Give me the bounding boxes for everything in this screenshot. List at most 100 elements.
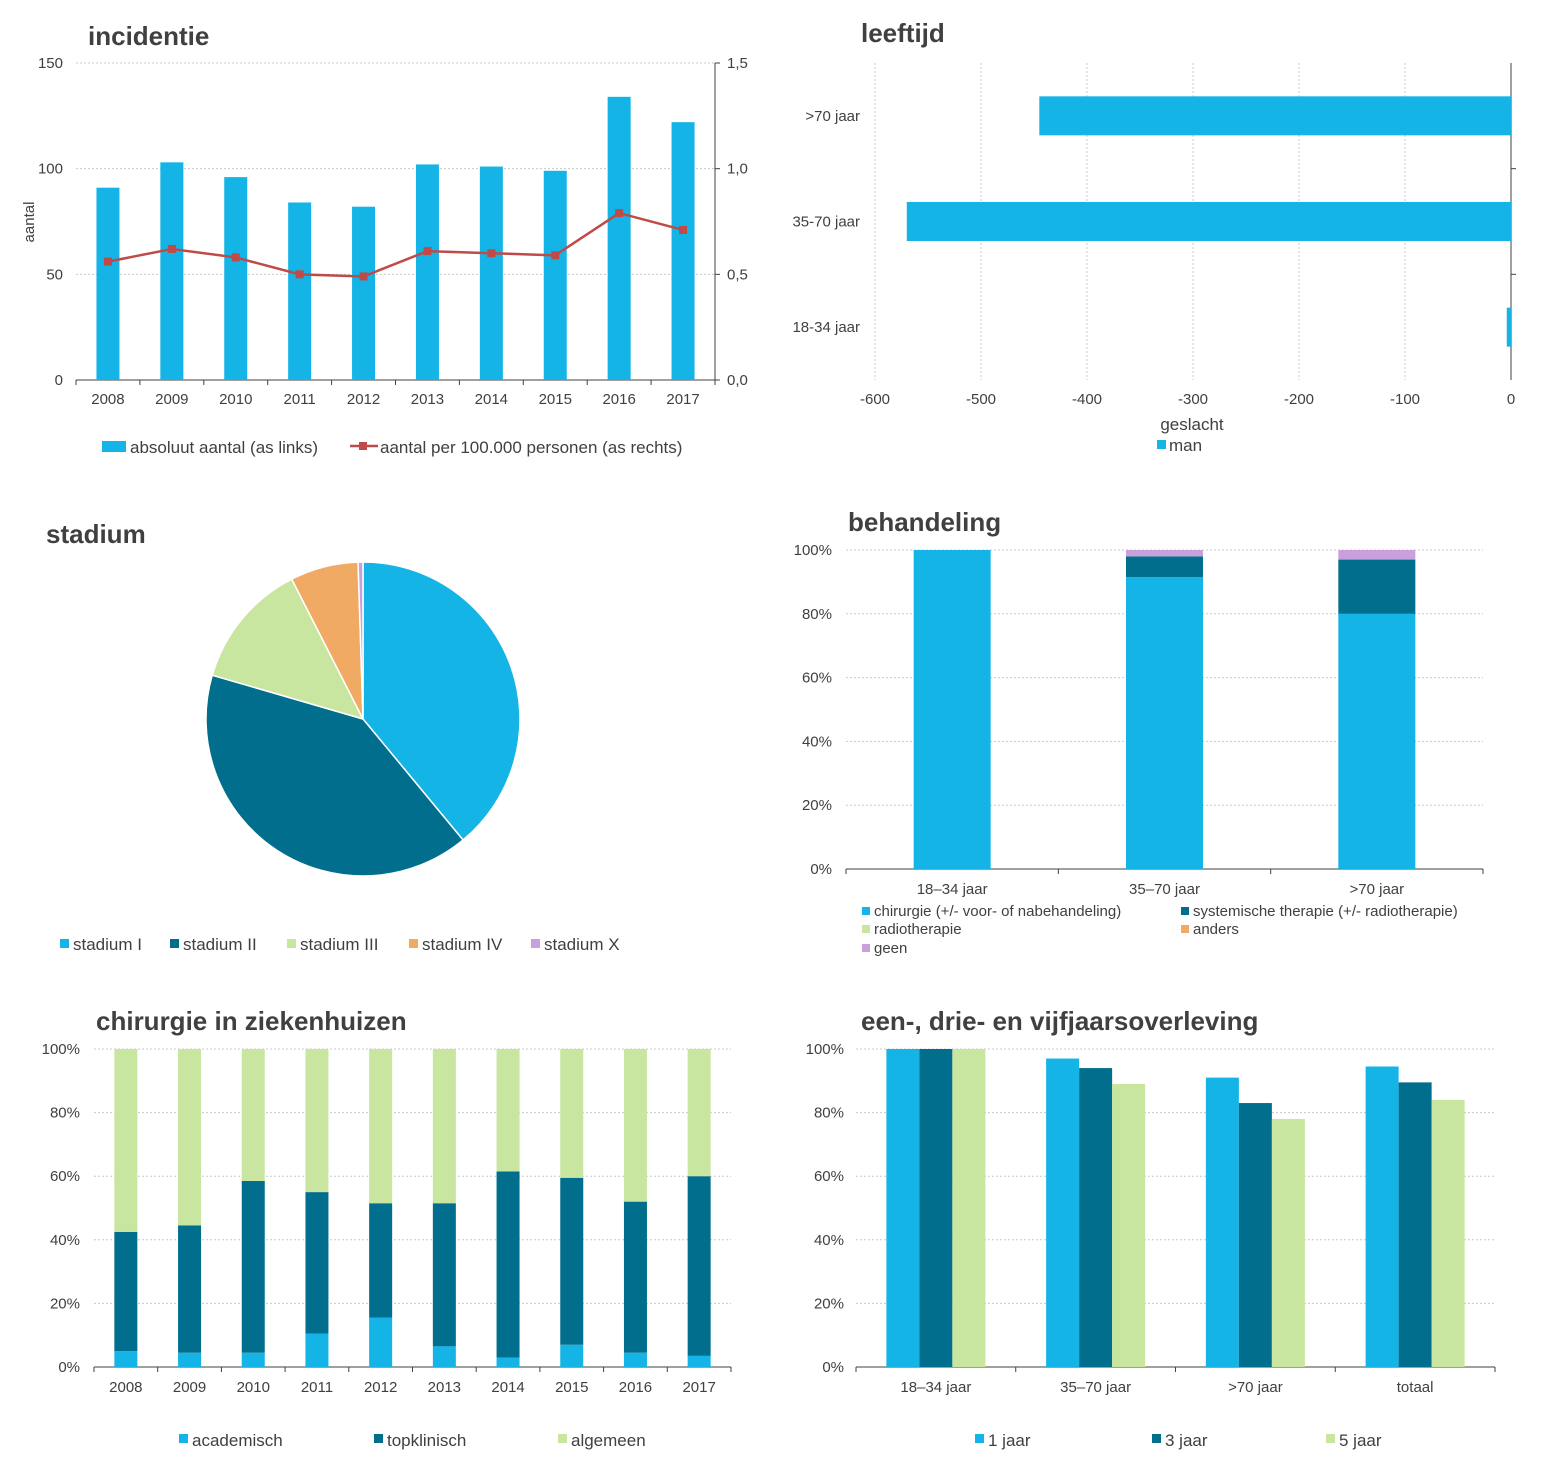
pie-slice-stadium-ii — [205, 674, 465, 877]
bar-2008 — [96, 187, 120, 380]
rate-point-2014 — [487, 249, 496, 258]
legend-swatch-systemische-therapie-radiotherapie — [1181, 907, 1189, 915]
rate-line — [107, 211, 684, 278]
y-tick-label: 100% — [794, 542, 832, 559]
x-tick-label: 0 — [1507, 391, 1515, 408]
incidentie-ylabel: aantal — [21, 202, 38, 243]
rate-point-2011 — [295, 270, 304, 279]
x-tick-label: 18–34 jaar — [900, 1379, 971, 1396]
y-tick-label: 0% — [822, 1359, 844, 1376]
legend-label-stadium-iii: stadium III — [300, 935, 378, 954]
y-tick-label: 35-70 jaar — [792, 214, 860, 231]
leeftijd-title: leeftijd — [861, 18, 945, 48]
bar-18-34-jaar-5-jaar — [952, 1049, 986, 1367]
y-tick-label: 40% — [50, 1232, 80, 1249]
legend-swatch-5-jaar — [1326, 1434, 1335, 1443]
bar-70-jaar-5-jaar — [1271, 1118, 1305, 1367]
overleving-title: een-, drie- en vijfjaarsoverleving — [861, 1006, 1258, 1036]
bar-2011-academisch — [305, 1333, 329, 1367]
incidentie-chart: 0 50 100 150 0,0 0,5 1,0 1,5 2008 2009 2010 2011 201… — [38, 55, 748, 457]
bar-2012-academisch — [369, 1317, 393, 1367]
bar-2016-topklinisch — [623, 1201, 647, 1353]
legend-swatch-3-jaar — [1152, 1434, 1161, 1443]
legend-label-radiotherapie: radiotherapie — [874, 921, 962, 938]
y-tick-label: 40% — [814, 1232, 844, 1249]
legend-label-rate: aantal per 100.000 personen (as rechts) — [380, 438, 682, 457]
rate-point-2017 — [679, 225, 688, 234]
bar-35-70-jaar — [906, 202, 1511, 241]
bar-2014-topklinisch — [496, 1171, 520, 1358]
y-tick-label: 80% — [802, 606, 832, 623]
leeftijd-legend-title: geslacht — [1160, 415, 1224, 434]
x-tick-label: 35–70 jaar — [1060, 1379, 1131, 1396]
bar-2008-topklinisch — [114, 1231, 138, 1352]
stadium-title: stadium — [46, 519, 146, 549]
pie-slice-stadium-iii — [211, 578, 365, 721]
bar-35-70-jaar-5-jaar — [1112, 1083, 1146, 1367]
bar-2012-algemeen — [369, 1049, 393, 1204]
legend-label-stadium-ii: stadium II — [183, 935, 257, 954]
bar-2009 — [160, 162, 184, 380]
x-tick-label: 2008 — [91, 391, 124, 408]
y2-tick-label: 0,5 — [727, 266, 748, 283]
legend-label-stadium-i: stadium I — [73, 935, 142, 954]
pie-slice-stadium-x — [357, 561, 364, 720]
y-tick-label: 80% — [814, 1105, 844, 1122]
y-tick-label: 20% — [802, 797, 832, 814]
bar-2015 — [543, 170, 567, 380]
bar-35-70-jaar-chirurgie-voor-of-nabehandeling — [1126, 577, 1203, 869]
y-tick-label: 80% — [50, 1105, 80, 1122]
y-tick-label: 40% — [802, 733, 832, 750]
legend-swatch-stadium-i — [60, 939, 69, 948]
legend-swatch-stadium-iii — [287, 939, 296, 948]
legend-label-geen: geen — [874, 940, 907, 957]
x-tick-label: 2009 — [155, 391, 188, 408]
rate-point-2009 — [167, 244, 176, 253]
bar-2009-academisch — [178, 1352, 202, 1367]
x-tick-label: 2009 — [173, 1379, 206, 1396]
x-tick-label: 2017 — [682, 1379, 715, 1396]
bar-18-34-jaar-chirurgie-voor-of-nabehandeling — [913, 550, 991, 869]
bar-2017-academisch — [687, 1355, 711, 1367]
legend-label-stadium-iv: stadium IV — [422, 935, 503, 954]
bar-35-70-jaar-3-jaar — [1079, 1068, 1113, 1367]
bar-35-70-jaar-systemische-therapie-radiotherapie — [1126, 556, 1203, 578]
bar-2013-topklinisch — [432, 1203, 456, 1347]
bar-2017-topklinisch — [687, 1176, 711, 1356]
x-tick-label: 2014 — [491, 1379, 524, 1396]
bar-70-jaar-chirurgie-voor-of-nabehandeling — [1338, 613, 1416, 869]
bar-70-jaar-1-jaar — [1205, 1077, 1239, 1367]
legend-label-3-jaar: 3 jaar — [1165, 1431, 1208, 1450]
legend-label-algemeen: algemeen — [571, 1431, 646, 1450]
legend-swatch-stadium-x — [531, 939, 540, 948]
y-tick-label: 20% — [50, 1295, 80, 1312]
y-tick-label: 60% — [814, 1168, 844, 1185]
y-tick-label: 18-34 jaar — [792, 319, 860, 336]
legend-swatch-chirurgie-voor-of-nabehandeling — [862, 907, 870, 915]
bar-2015-topklinisch — [560, 1177, 584, 1345]
bar-2012 — [352, 206, 376, 380]
rate-point-2008 — [103, 257, 112, 266]
bar-2010-algemeen — [241, 1049, 265, 1181]
bar-2015-algemeen — [560, 1049, 584, 1178]
chirurgie-chart: 0% 20% 40% 60% 80% 100% 2008 2009 2010 2011 2012 20… — [42, 1041, 732, 1450]
legend-swatch-algemeen — [558, 1434, 567, 1443]
bar-18-34-jaar-3-jaar — [919, 1049, 953, 1367]
y-tick-label: 20% — [814, 1295, 844, 1312]
rate-point-2013 — [423, 247, 432, 256]
bar-2017-algemeen — [687, 1049, 711, 1177]
legend-label-1-jaar: 1 jaar — [988, 1431, 1031, 1450]
bar-70-jaar-systemische-therapie-radiotherapie — [1338, 559, 1416, 614]
legend-label-absolute: absoluut aantal (as links) — [130, 438, 318, 457]
bar-2008-academisch — [114, 1351, 138, 1367]
bar-70-jaar — [1039, 96, 1511, 136]
rate-point-2012 — [359, 272, 368, 281]
legend-label-systemische-therapie-radiotherapie: systemische therapie (+/- radiotherapie) — [1193, 903, 1458, 920]
x-tick-label: 2016 — [619, 1379, 652, 1396]
bar-2011-algemeen — [305, 1049, 329, 1193]
x-tick-label: -600 — [860, 391, 890, 408]
y-tick-label: 150 — [38, 55, 63, 72]
bar-2011 — [288, 202, 312, 380]
y-tick-label: 60% — [802, 670, 832, 687]
